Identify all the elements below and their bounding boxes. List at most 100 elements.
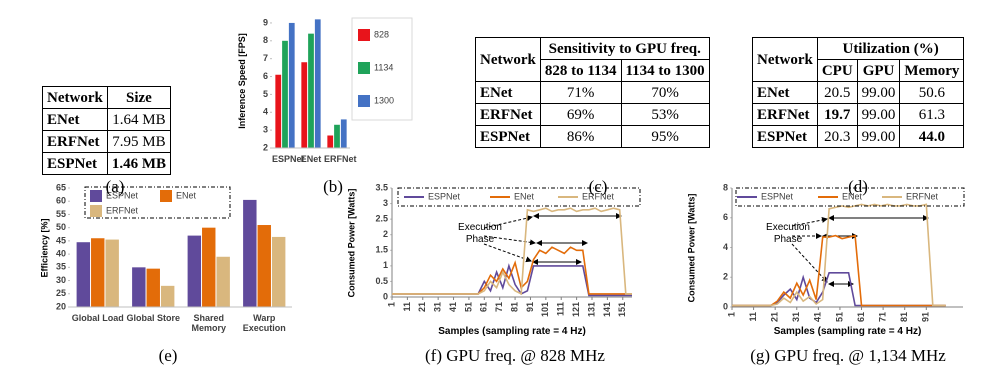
bar [257,225,271,307]
y-tick-label: 1 [383,260,388,270]
x-tick-label: 91 [525,302,535,312]
subheader-cell: CPU [816,59,858,82]
row-header: ENet [475,81,541,104]
y-tick-label: 4 [263,107,268,117]
row-header: ERFNet [752,103,818,126]
x-tick-label: Warp Execution [242,313,286,333]
legend-label: ENet [842,191,863,201]
bar [288,22,295,148]
y-tick-label: 8 [263,35,268,45]
y-tick-label: 65 [56,182,66,192]
table-cell: 20.5 [816,81,858,104]
legend-swatch [160,190,172,202]
x-tick-label: Global Load [71,313,124,323]
bar [334,124,340,148]
row-header: ERFNet [42,130,108,153]
x-tick-label: 121 [571,302,581,317]
x-axis-label: Samples (sampling rate = 4 Hz) [438,326,586,337]
legend-label: ESPNet [106,190,139,200]
group-header: Sensitivity to GPU freq. [539,37,710,60]
table-body: Network Size ENet 1.64 MB ERFNet 7.95 MB ESPNe… [42,86,172,175]
bar [282,40,288,148]
x-tick-label: 101 [540,302,550,317]
x-tick-label: 51 [834,312,844,322]
legend-label: ERFNet [582,191,615,201]
bar [327,135,334,148]
x-tick-label: 51 [463,302,473,312]
y-tick-label: 2.5 [375,214,388,224]
table-cell: 99.00 [856,125,901,148]
x-axis-label: Samples (sampling rate = 4 Hz) [773,326,922,337]
table-cell: 71% [539,81,622,104]
legend-swatch [358,62,370,74]
x-tick-label: Global Store [126,313,180,323]
x-tick-label: 31 [791,312,801,322]
legend-label: ESPNet [428,191,461,201]
data-table: Network Sensitivity to GPU freq. 828 to 11… [475,37,710,148]
bar [340,119,347,148]
y-tick-label: 5 [263,89,268,99]
table-cell: 95% [620,125,710,148]
header-row: Network Sensitivity to GPU freq. [475,37,710,82]
x-tick-label: ESPNet [272,154,305,164]
subheader-cell: Memory [899,59,965,82]
x-tick-label: 41 [813,312,823,322]
x-tick-label: 61 [479,302,489,312]
y-tick-label: 2 [263,142,268,152]
legend-label: 1134 [374,62,393,72]
y-tick-label: 50 [56,222,66,232]
caption: (d) [848,177,868,196]
table-row: ESPNet 1.46 MB [42,152,172,175]
x-tick-label: 71 [877,312,887,322]
x-tick-label: 1 [726,312,736,317]
caption: (b) [323,177,343,196]
x-tick-label: 71 [494,302,504,312]
x-tick-label: 81 [899,312,909,322]
header-cell: Size [106,86,172,109]
table-cell: 69% [539,103,622,126]
legend-label: 828 [374,29,389,39]
y-tick-label: 60 [56,196,66,206]
y-tick-label: 40 [56,248,66,258]
table-cell: 7.95 MB [106,130,172,153]
table-cell: 86% [539,125,622,148]
line-series [392,207,632,296]
legend-label: ERFNet [106,205,139,215]
table-row: ERFNet 69% 53% [475,103,710,126]
y-tick-label: 8 [723,182,728,192]
caption: (a) [105,177,125,196]
table-body: Network Sensitivity to GPU freq. 828 to 11… [475,37,710,148]
bar [146,268,160,307]
legend-box [84,186,231,219]
table-row: ERFNet 19.7 99.00 61.3 [752,103,965,126]
legend-swatch [358,95,370,107]
legend-swatch [90,190,102,202]
x-tick-label: 11 [748,312,758,322]
row-header: ESPNet [475,125,541,148]
header-cell: Network [42,86,108,109]
annotation: Execution Phase [766,222,810,245]
table-cell: 61.3 [899,103,965,126]
table-cell: 99.00 [856,103,901,126]
caption: (e) [158,346,178,365]
bar [187,235,202,307]
x-tick-label: 131 [586,302,596,317]
bar [160,285,175,307]
caption: (f) GPU freq. @ 828 MHz [425,346,605,365]
y-tick-label: 4 [723,242,728,252]
bar [271,236,286,307]
caption: (g) GPU freq. @ 1,134 MHz [750,346,946,365]
table-cell: 20.3 [816,125,858,148]
bar [314,19,321,148]
bar [275,74,282,148]
x-tick-label: ERFNet [324,154,357,164]
line-series [732,272,946,307]
bar [243,199,257,307]
y-tick-label: 45 [56,235,66,245]
pointer-arrow [791,217,828,227]
y-tick-label: 2 [383,229,388,239]
row-header: ESPNet [42,152,108,175]
table-row: ERFNet 7.95 MB [42,130,172,153]
x-tick-label: 21 [417,302,427,312]
